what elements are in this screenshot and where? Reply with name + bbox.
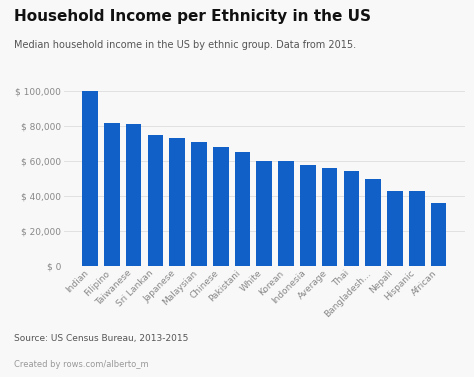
- Bar: [213, 147, 228, 266]
- Bar: [82, 91, 98, 266]
- Bar: [169, 138, 185, 266]
- Text: Source: US Census Bureau, 2013-2015: Source: US Census Bureau, 2013-2015: [14, 334, 189, 343]
- Text: Median household income in the US by ethnic group. Data from 2015.: Median household income in the US by eth…: [14, 40, 356, 50]
- Bar: [256, 161, 272, 266]
- Bar: [126, 124, 141, 266]
- Bar: [147, 135, 163, 266]
- Bar: [191, 142, 207, 266]
- Bar: [104, 123, 119, 266]
- Bar: [278, 161, 294, 266]
- Bar: [431, 203, 447, 266]
- Bar: [387, 191, 403, 266]
- Text: Created by rows.com/alberto_m: Created by rows.com/alberto_m: [14, 360, 149, 369]
- Bar: [344, 171, 359, 266]
- Text: Household Income per Ethnicity in the US: Household Income per Ethnicity in the US: [14, 9, 371, 25]
- Bar: [235, 152, 250, 266]
- Bar: [409, 191, 425, 266]
- Bar: [365, 179, 381, 266]
- Bar: [322, 168, 337, 266]
- Bar: [300, 166, 316, 266]
